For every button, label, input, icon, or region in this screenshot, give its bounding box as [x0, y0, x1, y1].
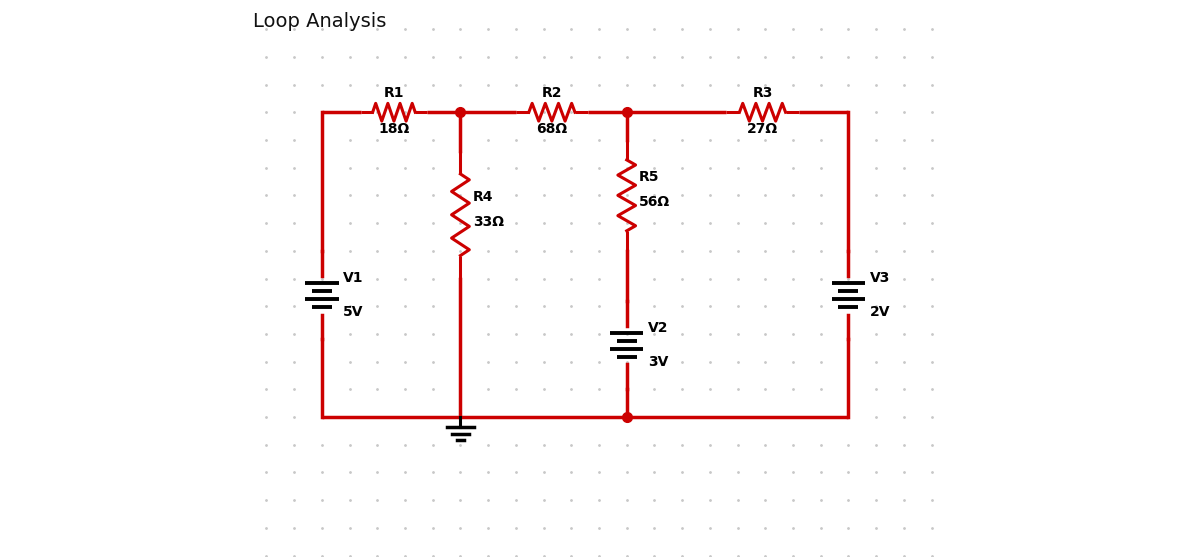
- Text: R4: R4: [473, 190, 494, 204]
- Text: Loop Analysis: Loop Analysis: [253, 12, 386, 32]
- Text: R1: R1: [383, 86, 404, 100]
- Text: 2V: 2V: [870, 305, 890, 319]
- Text: R2: R2: [541, 86, 562, 100]
- Text: V1: V1: [343, 271, 363, 285]
- Text: 18Ω: 18Ω: [379, 122, 410, 136]
- Text: 3V: 3V: [648, 355, 668, 369]
- Text: R5: R5: [639, 170, 659, 184]
- Text: V2: V2: [648, 321, 668, 335]
- Text: 56Ω: 56Ω: [639, 196, 670, 209]
- Text: R3: R3: [752, 86, 773, 100]
- Text: 33Ω: 33Ω: [473, 215, 503, 229]
- Text: 68Ω: 68Ω: [537, 122, 568, 136]
- Text: 5V: 5V: [343, 305, 363, 319]
- Text: V3: V3: [870, 271, 890, 285]
- Text: 27Ω: 27Ω: [746, 122, 778, 136]
